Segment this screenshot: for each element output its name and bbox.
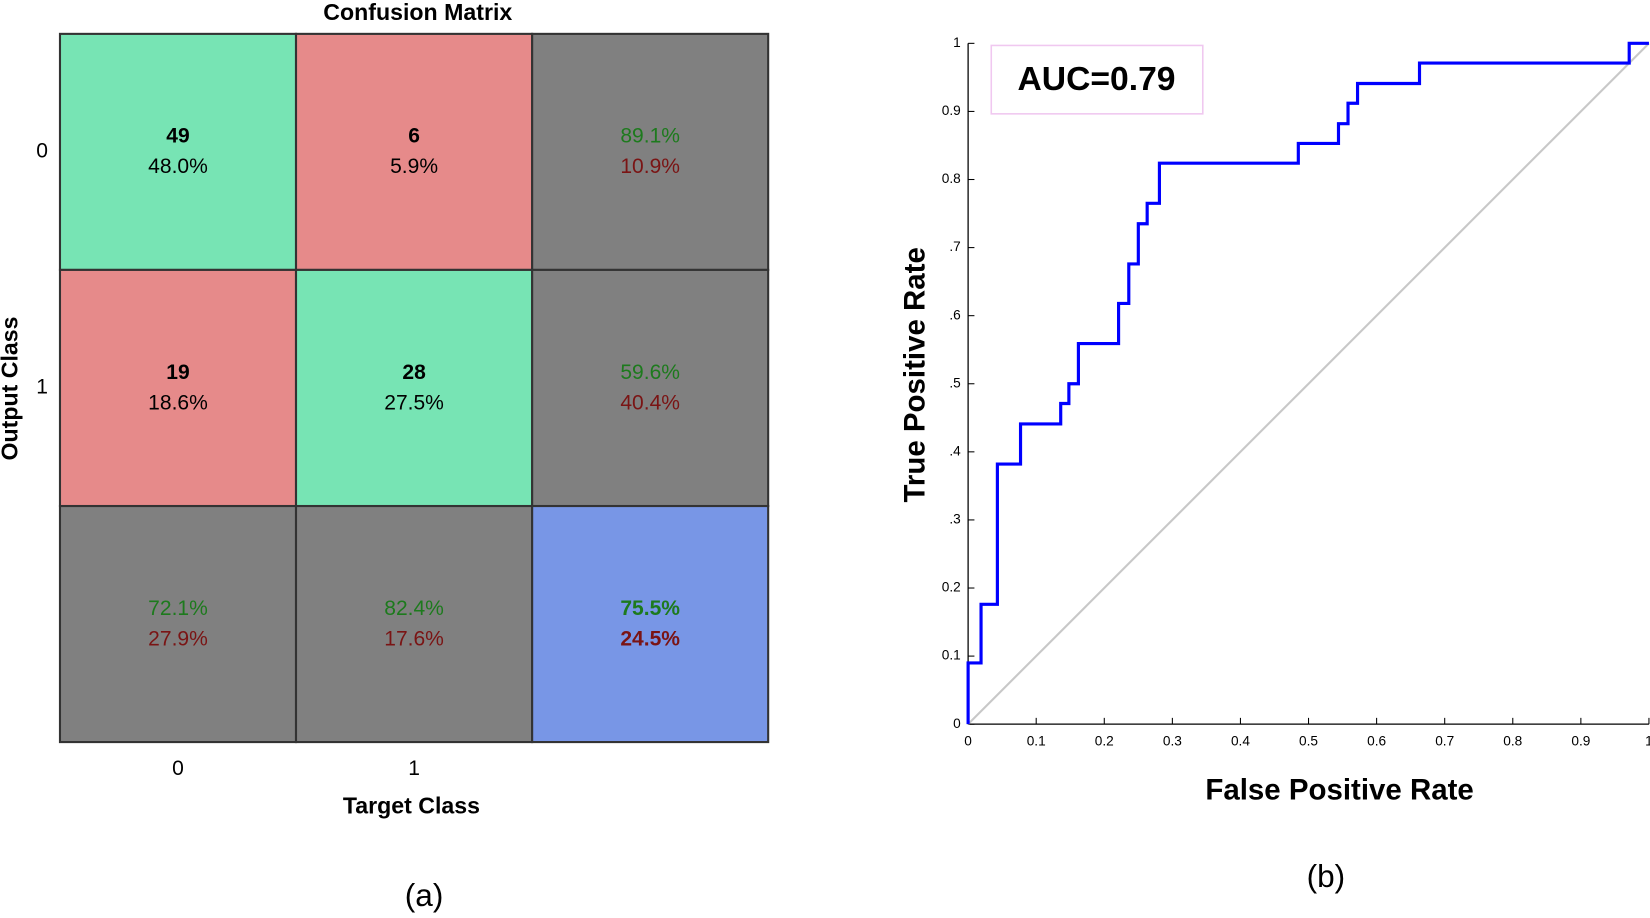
cell-percent: 27.5% — [384, 391, 444, 414]
x-tick-label: 0.5 — [1299, 734, 1318, 749]
column-summary: 82.4% — [384, 597, 444, 620]
matrix-cell — [294, 32, 534, 271]
y-axis-label: True Positive Rate — [898, 247, 931, 502]
y-axis-label: Output Class — [0, 316, 23, 460]
chart-title: Confusion Matrix — [323, 0, 512, 25]
panel-label: (b) — [1307, 858, 1346, 894]
x-tick-label: 1 — [1645, 734, 1650, 749]
x-tick-label: 0 — [964, 734, 972, 749]
cell-count: 6 — [408, 125, 420, 148]
matrix-cell — [58, 268, 298, 508]
y-tick-label: .4 — [949, 443, 961, 458]
y-tick-label: 0 — [953, 716, 961, 731]
cell-count: 28 — [402, 361, 426, 384]
x-axis-label: Target Class — [343, 792, 480, 818]
x-tick-label: 0.4 — [1231, 734, 1250, 749]
row-summary: 40.4% — [620, 391, 680, 414]
x-tick-label: 1 — [408, 757, 420, 780]
line-series — [966, 41, 1649, 725]
summary-cell — [531, 268, 770, 508]
cell-count: 49 — [166, 125, 189, 148]
column-summary: 72.1% — [148, 597, 208, 620]
matrix-cell — [294, 268, 534, 508]
y-tick-label: 0.8 — [942, 171, 961, 186]
total-cell — [531, 504, 770, 744]
y-tick-label: 0.9 — [942, 103, 961, 118]
cell-percent: 18.6% — [148, 391, 208, 414]
x-tick-label: 0.8 — [1503, 734, 1522, 749]
x-tick-label: 0.6 — [1367, 734, 1386, 749]
y-tick-label: 1 — [953, 35, 961, 50]
x-tick-label: 0.7 — [1435, 734, 1454, 749]
y-tick-label: .3 — [949, 512, 960, 527]
y-tick-label: .7 — [949, 239, 960, 254]
row-summary: 59.6% — [620, 361, 680, 384]
x-tick-label: 0.1 — [1027, 734, 1046, 749]
row-summary: 10.9% — [620, 155, 680, 178]
x-tick-label: 0 — [172, 757, 184, 780]
annotation: AUC=0.79 — [1017, 61, 1175, 98]
annotation-box — [990, 44, 1204, 115]
total-summary: 24.5% — [620, 627, 680, 650]
cell-count: 19 — [166, 361, 189, 384]
x-tick-label: 0.9 — [1571, 734, 1590, 749]
x-tick-label: 0.3 — [1163, 734, 1182, 749]
x-tick-label: 0.2 — [1095, 734, 1114, 749]
total-summary: 75.5% — [620, 597, 680, 620]
y-tick-label: 0 — [36, 139, 48, 162]
y-tick-label: .6 — [949, 307, 960, 322]
matrix-cell — [58, 32, 298, 271]
panel-label: (a) — [405, 877, 444, 913]
x-axis-label: False Positive Rate — [1205, 773, 1473, 806]
cell-percent: 48.0% — [148, 155, 208, 178]
row-summary: 89.1% — [620, 125, 680, 148]
y-tick-label: 1 — [36, 376, 48, 399]
column-summary: 17.6% — [384, 627, 444, 650]
summary-cell — [294, 504, 534, 744]
y-tick-label: .5 — [949, 375, 961, 390]
column-summary: 27.9% — [148, 627, 208, 650]
line-series — [967, 42, 1650, 725]
summary-cell — [531, 32, 770, 271]
summary-cell — [58, 504, 298, 744]
y-tick-label: 0.1 — [942, 648, 961, 663]
y-tick-label: 0.2 — [942, 580, 961, 595]
cell-percent: 5.9% — [390, 155, 438, 178]
